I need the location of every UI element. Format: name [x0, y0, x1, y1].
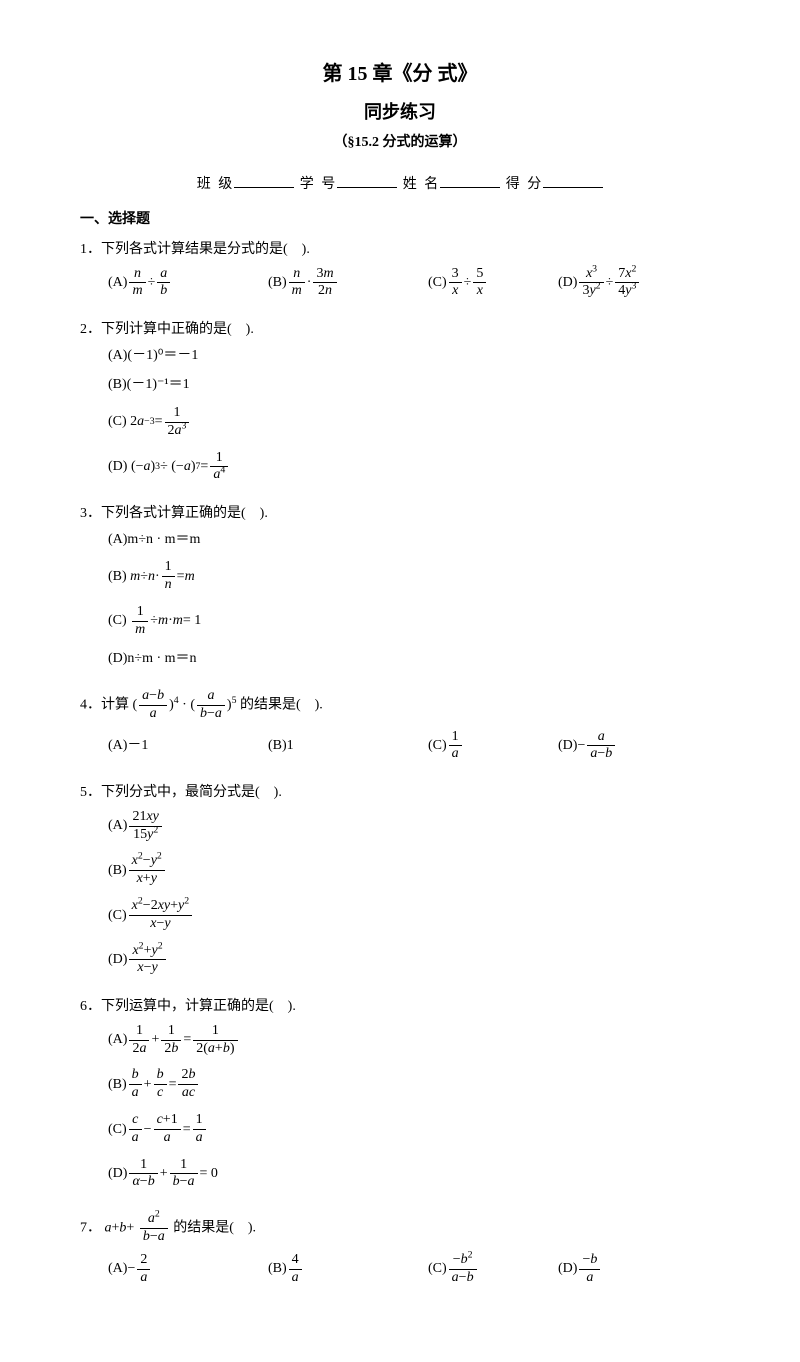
q5-b-label: (B)	[108, 861, 127, 881]
blank-name[interactable]	[440, 173, 500, 188]
q6-stem: 6．下列运算中，计算正确的是( ).	[80, 999, 296, 1014]
q2-a-label: (A)(－1)⁰＝－1	[108, 346, 198, 366]
q7-a-label: (A)	[108, 1259, 127, 1279]
q3-a-label: (A)m÷n · m＝m	[108, 530, 200, 550]
q1-b-label: (B)	[268, 273, 287, 293]
q5-opt-a: (A) 21xy15y2	[108, 809, 408, 844]
blank-id[interactable]	[337, 173, 397, 188]
blank-score[interactable]	[543, 173, 603, 188]
q2-b-label: (B)(－1)⁻¹＝1	[108, 375, 190, 395]
q7-b-label: (B)	[268, 1259, 287, 1279]
q6-a-label: (A)	[108, 1030, 127, 1050]
q2-opt-d: (D) (−a)3 ÷ (−a)7 = 1a4	[108, 450, 408, 485]
q3-stem: 3．下列各式计算正确的是( ).	[80, 506, 268, 521]
q2-d-label: (D)	[108, 457, 127, 477]
q1-opt-a: (A) nm ÷ ab	[108, 266, 258, 301]
q3-opt-b: (B) m ÷ n · 1n = m	[108, 559, 408, 594]
q4-opt-d: (D) − aa−b	[558, 729, 708, 764]
q3-opt-c: (C) 1m ÷ m · m = 1	[108, 604, 408, 639]
q3-b-label: (B)	[108, 567, 127, 587]
label-score: 得 分	[506, 177, 544, 192]
q4-stem-pre: 4．计算	[80, 698, 129, 713]
q5-c-label: (C)	[108, 906, 127, 926]
q2-c-label: (C)	[108, 412, 127, 432]
q3-opt-d: (D)n÷m · m＝n	[108, 649, 408, 669]
q4-opt-c: (C) 1a	[428, 729, 548, 764]
q1-c-label: (C)	[428, 273, 447, 293]
label-name: 姓 名	[403, 177, 441, 192]
q1-opt-d: (D) x33y2 ÷ 7x24y3	[558, 266, 708, 301]
q5-a-label: (A)	[108, 816, 127, 836]
question-1: 1．下列各式计算结果是分式的是( ). (A) nm ÷ ab (B) nm ·…	[80, 240, 720, 310]
blank-class[interactable]	[234, 173, 294, 188]
q6-c-label: (C)	[108, 1120, 127, 1140]
q3-opt-a: (A)m÷n · m＝m	[108, 530, 408, 550]
section-title: （§15.2 分式的运算）	[80, 133, 720, 153]
question-4: 4．计算 (a−ba)4 · (ab−a)5 的结果是( ). (A)－1 (B…	[80, 688, 720, 773]
q2-opt-b: (B)(－1)⁻¹＝1	[108, 375, 408, 395]
q7-opt-d: (D) −ba	[558, 1252, 708, 1287]
q1-a-label: (A)	[108, 273, 127, 293]
q5-opt-d: (D) x2+y2x−y	[108, 943, 408, 978]
q2-opt-a: (A)(－1)⁰＝－1	[108, 346, 408, 366]
q2-opt-c: (C) 2a−3 = 12a3	[108, 405, 408, 440]
q4-opt-b: (B)1	[268, 736, 418, 756]
q1-stem: 1．下列各式计算结果是分式的是( ).	[80, 242, 310, 257]
q5-stem: 5．下列分式中，最简分式是( ).	[80, 785, 282, 800]
q7-opt-a: (A) − 2a	[108, 1252, 258, 1287]
q7-c-label: (C)	[428, 1259, 447, 1279]
q5-opt-b: (B) x2−y2x+y	[108, 853, 408, 888]
question-6: 6．下列运算中，计算正确的是( ). (A) 12a + 12b = 12(a+…	[80, 997, 720, 1201]
subtitle: 同步练习	[80, 100, 720, 125]
q2-stem: 2．下列计算中正确的是( ).	[80, 322, 254, 337]
q5-d-label: (D)	[108, 950, 127, 970]
chapter-title: 第 15 章《分 式》	[80, 60, 720, 88]
question-7: 7． a+b+ a2b−a 的结果是( ). (A) − 2a (B) 4a (…	[80, 1211, 720, 1296]
q6-opt-d: (D) 1α−b + 1b−a = 0	[108, 1157, 408, 1192]
q1-d-label: (D)	[558, 273, 577, 293]
q3-c-label: (C)	[108, 611, 127, 631]
q6-d-label: (D)	[108, 1164, 127, 1184]
q7-stem-post: 的结果是( ).	[173, 1221, 256, 1236]
q7-stem-pre: 7．	[80, 1221, 101, 1236]
question-5: 5．下列分式中，最简分式是( ). (A) 21xy15y2 (B) x2−y2…	[80, 783, 720, 987]
label-id: 学 号	[300, 177, 338, 192]
q6-b-label: (B)	[108, 1075, 127, 1095]
q1-opt-c: (C) 3x ÷ 5x	[428, 266, 548, 301]
q4-opt-a: (A)－1	[108, 736, 258, 756]
q7-opt-c: (C) −b2a−b	[428, 1252, 548, 1287]
q4-c-label: (C)	[428, 736, 447, 756]
q4-d-label: (D)	[558, 736, 577, 756]
q7-opt-b: (B) 4a	[268, 1252, 418, 1287]
q4-stem-post: 的结果是( ).	[240, 698, 323, 713]
q6-opt-a: (A) 12a + 12b = 12(a+b)	[108, 1023, 408, 1058]
q3-d-label: (D)n÷m · m＝n	[108, 649, 197, 669]
q6-opt-b: (B) ba + bc = 2bac	[108, 1067, 408, 1102]
label-class: 班 级	[197, 177, 235, 192]
student-info-line: 班 级 学 号 姓 名 得 分	[80, 173, 720, 195]
q7-d-label: (D)	[558, 1259, 577, 1279]
q6-opt-c: (C) ca − c+1a = 1a	[108, 1112, 408, 1147]
question-3: 3．下列各式计算正确的是( ). (A)m÷n · m＝m (B) m ÷ n …	[80, 504, 720, 678]
section-heading: 一、选择题	[80, 210, 720, 230]
question-2: 2．下列计算中正确的是( ). (A)(－1)⁰＝－1 (B)(－1)⁻¹＝1 …	[80, 320, 720, 494]
q4-a-label: (A)－1	[108, 736, 148, 756]
q4-b-label: (B)1	[268, 736, 294, 756]
q1-opt-b: (B) nm · 3m2n	[268, 266, 418, 301]
q5-opt-c: (C) x2−2xy+y2x−y	[108, 898, 408, 933]
